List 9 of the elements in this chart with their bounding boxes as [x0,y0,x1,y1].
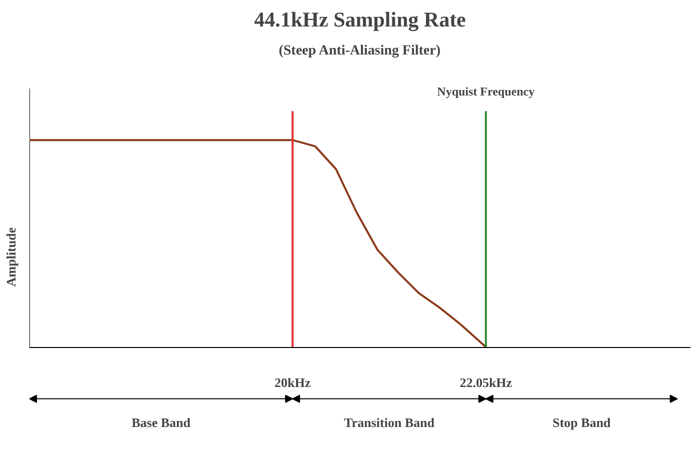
text: Base Band [132,414,192,430]
chart-subtitle: (Steep Anti-Aliasing Filter) [278,44,441,58]
x-tick-label: 20kHz [274,375,311,390]
text: Transition Band [344,414,436,430]
chart-title: 44.1kHz Sampling Rate [254,8,466,32]
ref-line-label: Nyquist Frequency [437,84,535,99]
x-tick-label: 22.05kHz [460,375,512,390]
text: Stop Band [552,414,612,430]
y-axis-title: Amplitude [4,227,18,287]
